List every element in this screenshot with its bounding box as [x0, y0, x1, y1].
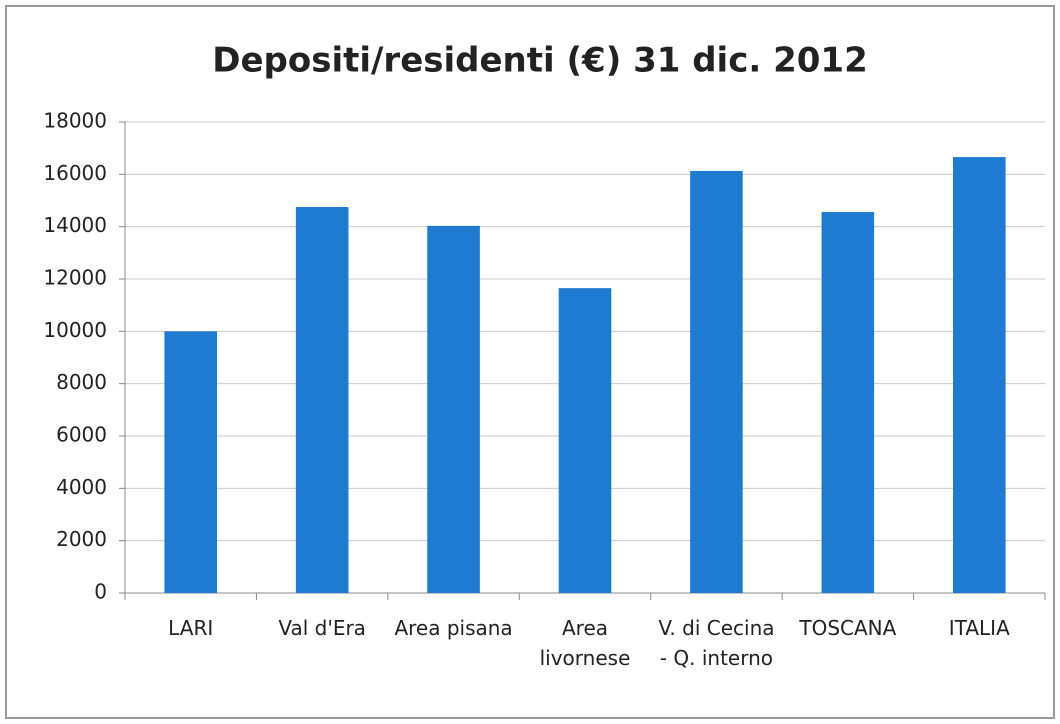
y-tick-label: 8000 — [56, 370, 107, 394]
y-tick-label: 0 — [94, 580, 107, 604]
bar — [953, 157, 1006, 593]
bar — [558, 288, 612, 593]
x-tick-label: ITALIA — [948, 616, 1010, 640]
chart-title: Depositi/residenti (€) 31 dic. 2012 — [212, 41, 868, 81]
chart-border — [5, 5, 1055, 719]
x-tick-label: V. di Cecina - Q. interno — [658, 616, 775, 670]
bar — [821, 212, 875, 593]
bar — [295, 207, 349, 593]
x-tick-label: Val d'Era — [278, 616, 366, 640]
x-tick-label: LARI — [168, 616, 214, 640]
x-tick-label: Area pisana — [394, 616, 513, 640]
y-tick-label: 14000 — [43, 213, 107, 237]
y-tick-label: 4000 — [56, 475, 107, 499]
y-tick-label: 6000 — [56, 423, 107, 447]
bar — [690, 170, 743, 593]
bar — [427, 225, 480, 594]
y-tick-label: 12000 — [43, 266, 107, 290]
x-tick-label: Area livornese — [539, 616, 631, 670]
y-tick-label: 16000 — [43, 161, 107, 185]
bar — [164, 331, 217, 593]
y-tick-label: 10000 — [43, 318, 107, 342]
y-tick-label: 2000 — [56, 527, 107, 551]
y-tick-label: 18000 — [43, 109, 107, 133]
x-tick-label: TOSCANA — [799, 616, 897, 640]
